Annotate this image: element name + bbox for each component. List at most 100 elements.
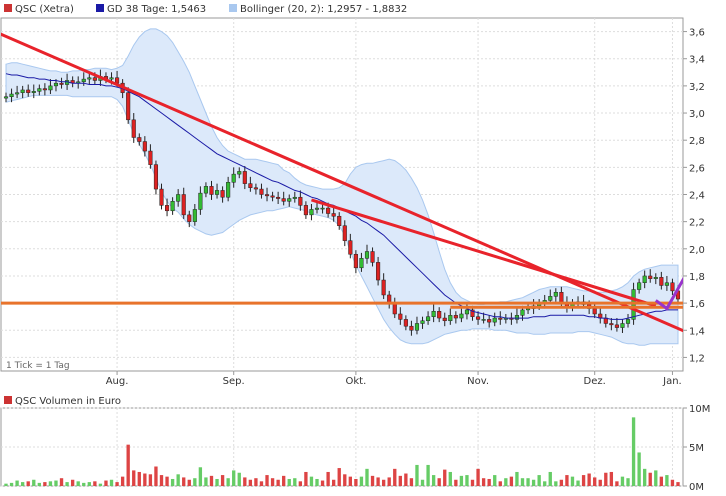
volume-bar (581, 475, 586, 486)
volume-bar (220, 475, 225, 486)
volume-bar (615, 481, 619, 486)
volume-bar (204, 477, 208, 486)
candle-body (270, 195, 275, 198)
candle (342, 220, 347, 247)
volume-bar (143, 473, 147, 486)
volume-bar (109, 479, 114, 486)
volume-bar (93, 481, 97, 486)
candle-body (142, 141, 147, 152)
candle (331, 206, 336, 222)
candle (670, 278, 675, 295)
candle (303, 201, 308, 219)
candle (153, 160, 159, 195)
candle-body (625, 319, 631, 324)
volume-bar (154, 466, 158, 486)
volume-bar (554, 481, 558, 486)
candle-body (548, 296, 553, 301)
volume-bar (609, 471, 614, 486)
candle-body (126, 92, 131, 121)
volume-bar (393, 468, 397, 486)
candle (209, 180, 214, 200)
legend-label-volume: QSC Volumen in Euro (15, 396, 121, 407)
candle (176, 189, 181, 207)
candle-body (248, 183, 253, 188)
volume-bar (298, 481, 303, 486)
candle-body (198, 192, 203, 210)
candle-body (414, 323, 420, 331)
candle (426, 311, 431, 325)
volume-bar (359, 476, 364, 486)
candle-body (165, 205, 170, 212)
volume-bar (348, 476, 352, 486)
candle (187, 210, 192, 228)
candle-body (553, 292, 558, 297)
volume-bar (443, 469, 447, 486)
volume-bar (404, 473, 408, 486)
x-tick-label: Sep. (223, 376, 245, 387)
volume-bar (326, 471, 330, 486)
candle (398, 307, 403, 325)
volume-bar (148, 474, 153, 486)
candle (364, 244, 370, 264)
volume-bar (570, 476, 575, 486)
candle-body (431, 311, 436, 317)
candle-body (659, 277, 664, 286)
y-tick-label: 1,8 (689, 272, 705, 283)
candle (498, 311, 503, 325)
candle-body (442, 317, 447, 322)
volume-bar (526, 478, 530, 486)
volume-bar (509, 476, 514, 486)
candle-body (192, 209, 197, 222)
vol-y-tick-label: 5M (689, 443, 704, 454)
volume-bar (531, 479, 536, 486)
volume-bar (598, 479, 602, 486)
volume-legend: QSC Volumen in Euro (4, 396, 121, 407)
volume-bar (593, 477, 597, 486)
candle-body (459, 313, 464, 319)
candle-body (642, 275, 647, 284)
y-tick-label: 1,2 (689, 353, 705, 364)
candle (203, 182, 208, 198)
volume-bar (254, 478, 258, 486)
volume-bar (270, 478, 275, 486)
volume-bar (604, 472, 608, 486)
volume-bar (198, 467, 203, 486)
candle-body (525, 308, 531, 311)
volume-bar (515, 471, 519, 486)
candle-body (342, 225, 347, 241)
candle-body (48, 85, 53, 91)
candle-body (320, 207, 325, 210)
candle-body (81, 78, 86, 83)
candle-body (148, 150, 153, 165)
y-tick-label: 2,0 (689, 245, 705, 256)
candle-body (9, 93, 14, 97)
candle (48, 79, 53, 95)
volume-bar (448, 471, 452, 486)
candle-body (137, 137, 142, 142)
volume-bar (54, 480, 58, 486)
volume-bar (387, 477, 391, 486)
volume-bar (65, 482, 69, 486)
candle (87, 73, 92, 85)
candle (448, 308, 453, 325)
candle-body (331, 213, 336, 217)
candle (287, 194, 292, 207)
volume-bar (587, 473, 591, 486)
candle-body (264, 194, 270, 197)
candle (198, 186, 203, 215)
candle-body (326, 207, 331, 214)
candle (15, 85, 20, 99)
volume-bar (282, 475, 286, 486)
volume-bar (170, 478, 175, 486)
legend-label-qsc: QSC (Xetra) (15, 4, 74, 15)
volume-bar (381, 479, 386, 486)
volume-bar (26, 481, 30, 486)
candle-body (498, 317, 503, 320)
volume-bar (226, 478, 230, 486)
y-tick-label: 3,0 (689, 109, 705, 120)
candle (298, 190, 303, 211)
volume-bar (559, 479, 564, 486)
candle (214, 183, 220, 199)
volume-bar (309, 476, 314, 486)
candle-body (237, 171, 242, 175)
